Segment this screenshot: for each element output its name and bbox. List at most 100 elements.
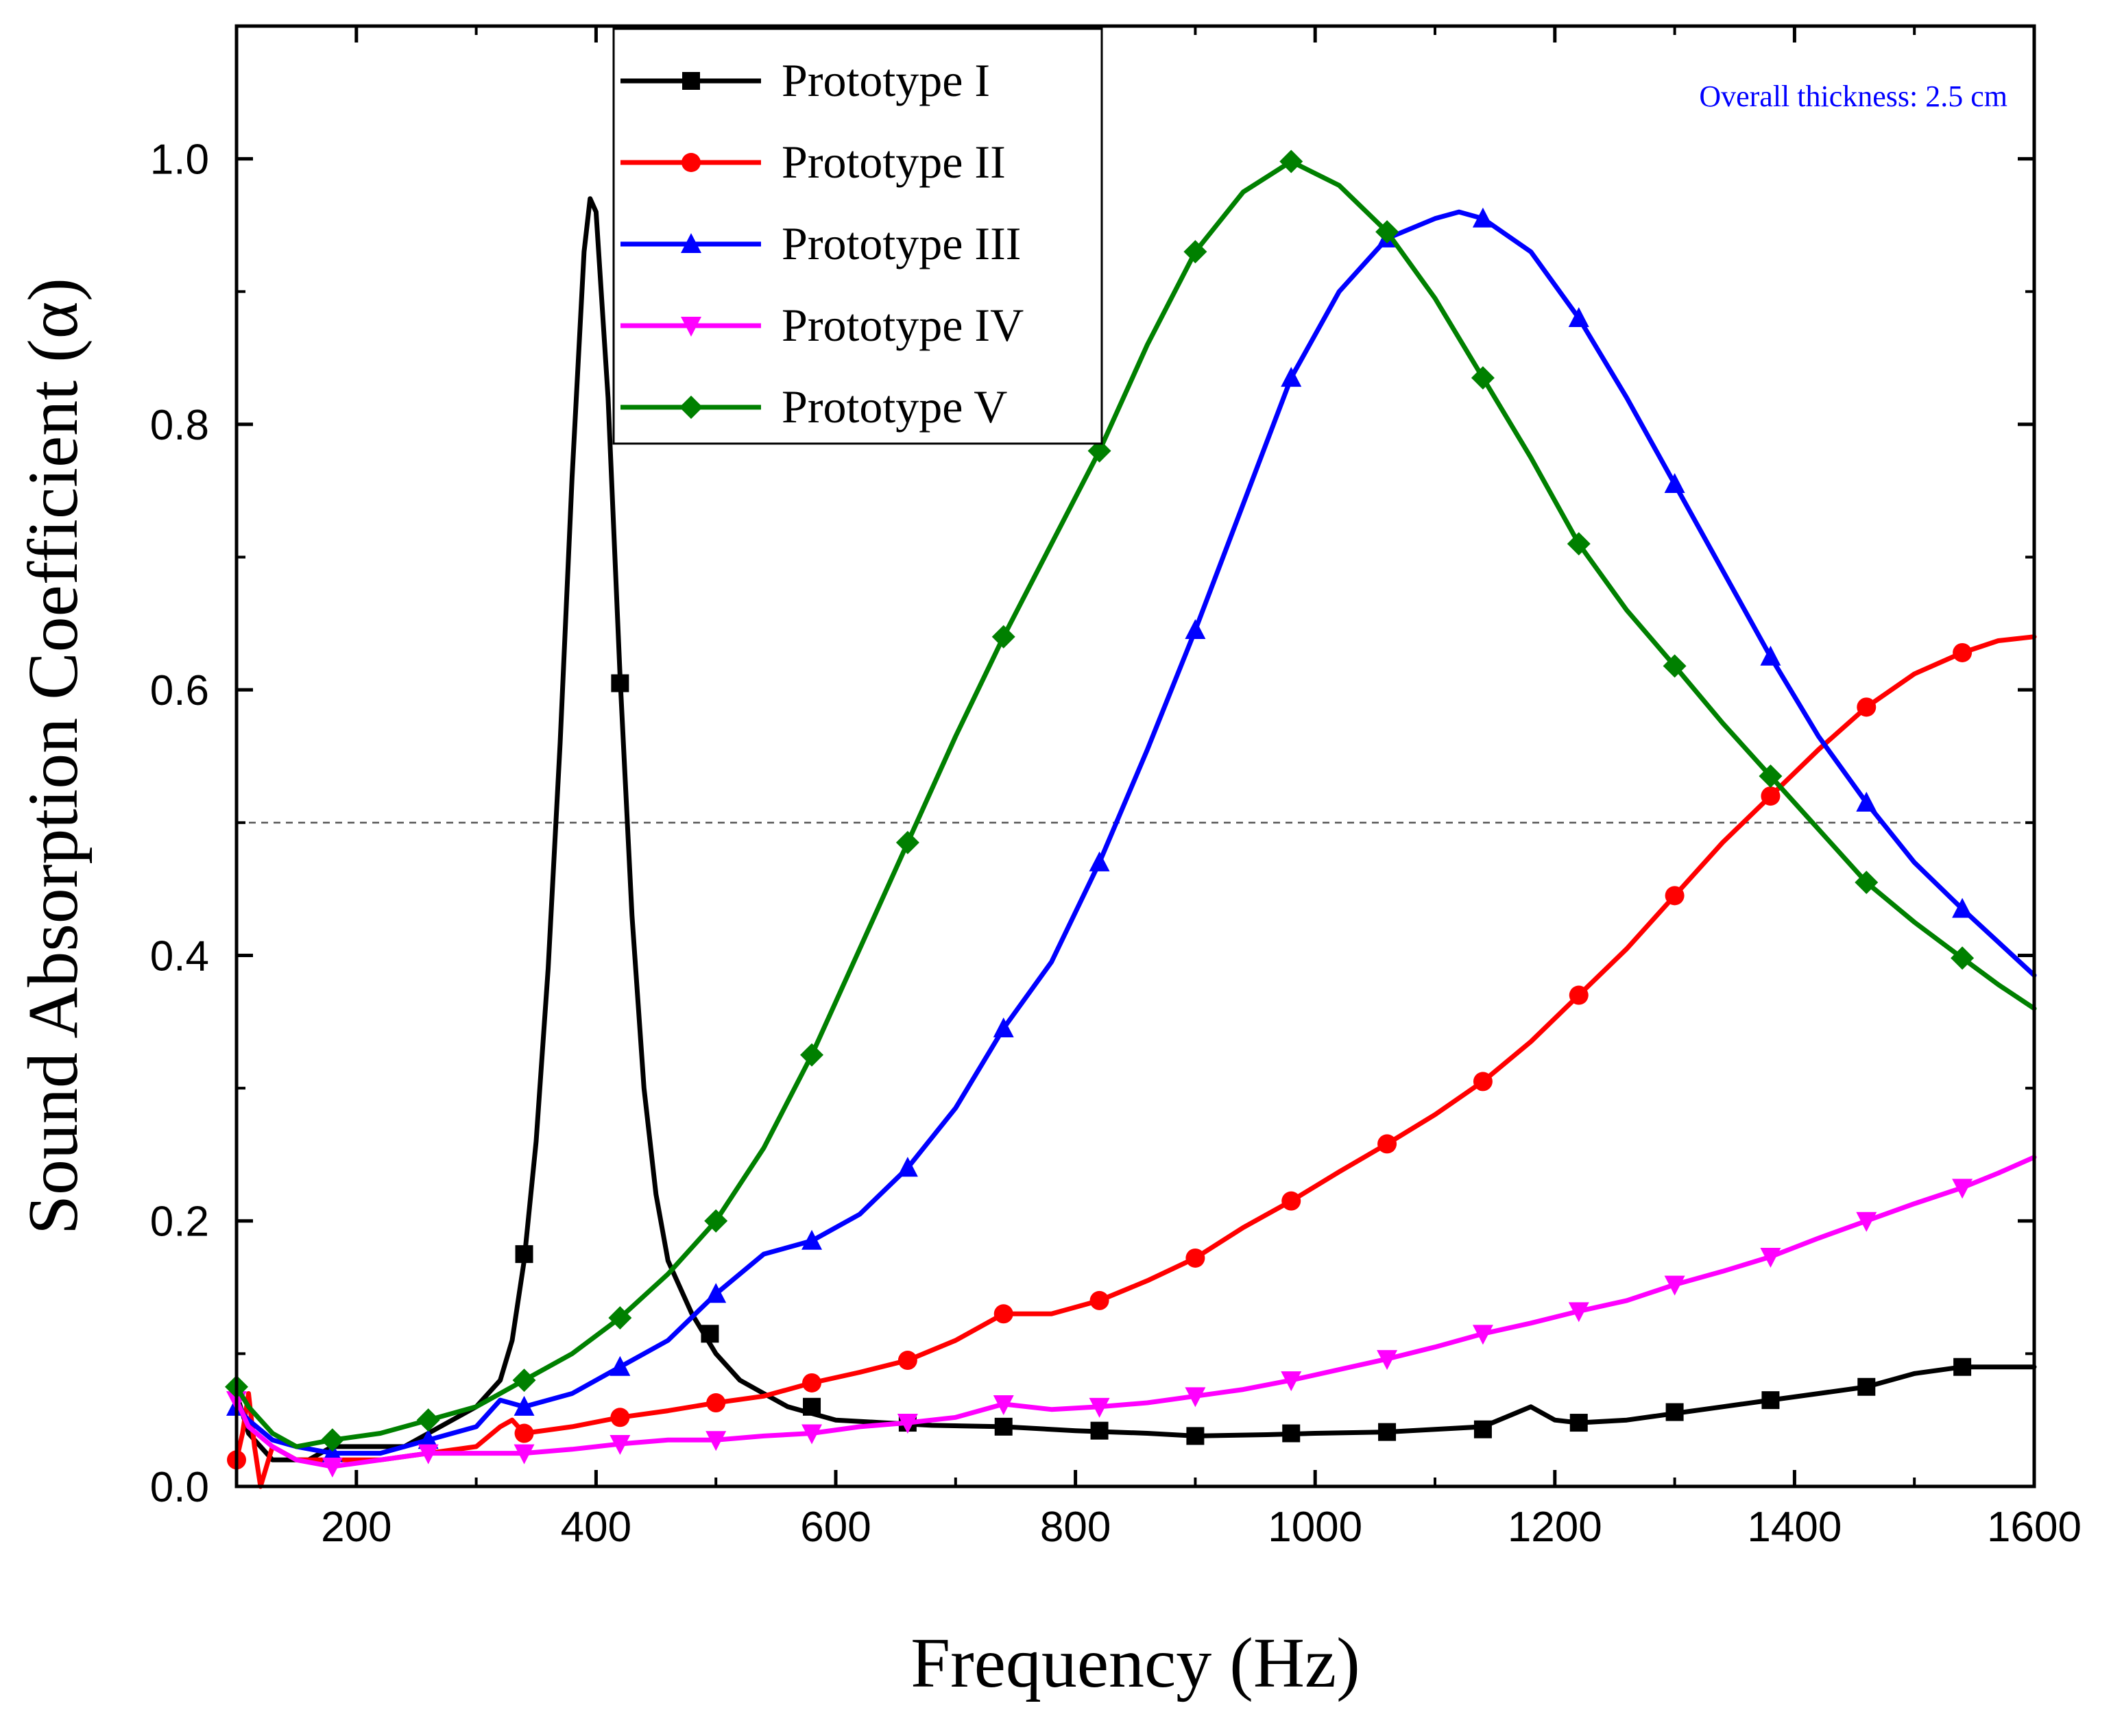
- data-point: [1089, 851, 1110, 871]
- data-point: [704, 1209, 728, 1233]
- x-tick-label: 1600: [1987, 1504, 2082, 1551]
- data-point: [895, 830, 919, 854]
- legend-label: Prototype IV: [782, 299, 1024, 351]
- data-point: [993, 1017, 1014, 1037]
- data-point: [322, 1442, 343, 1462]
- data-point: [1281, 1371, 1302, 1392]
- x-tick-label: 600: [800, 1504, 871, 1551]
- data-point: [1567, 532, 1591, 556]
- data-point: [1759, 764, 1783, 788]
- legend-box: [612, 27, 1103, 445]
- y-axis-title: Sound Absorption Coefficient (α): [14, 278, 93, 1235]
- data-point: [1569, 1414, 1588, 1432]
- series-2: [227, 634, 2037, 1489]
- data-point: [897, 1157, 918, 1177]
- legend-label: Prototype III: [782, 217, 1021, 269]
- data-point: [1377, 1350, 1398, 1371]
- data-point: [1760, 1248, 1781, 1268]
- data-point: [1663, 654, 1687, 678]
- legend-marker: [681, 153, 701, 172]
- x-tick-label: 400: [561, 1504, 631, 1551]
- data-point: [1664, 473, 1685, 494]
- data-point: [897, 1414, 918, 1434]
- legend-entry-3: Prototype III: [620, 217, 1021, 269]
- data-point: [802, 1373, 822, 1393]
- data-point: [1279, 149, 1303, 173]
- data-point: [1857, 697, 1877, 717]
- data-point: [1952, 897, 1973, 918]
- data-point: [1089, 1397, 1110, 1418]
- data-point: [993, 1304, 1013, 1324]
- thickness-annotation: Overall thickness: 2.5 cm: [1699, 80, 2007, 113]
- data-point: [1377, 1134, 1397, 1154]
- data-point: [1183, 240, 1207, 264]
- data-point: [1282, 1424, 1301, 1443]
- data-point: [1665, 886, 1685, 906]
- data-point: [1472, 1325, 1493, 1345]
- x-tick-label: 1200: [1508, 1504, 1602, 1551]
- data-point: [801, 1424, 823, 1445]
- data-point: [800, 1043, 824, 1067]
- legend-entry-4: Prototype IV: [620, 299, 1024, 351]
- data-point: [991, 625, 1015, 649]
- x-tick-label: 200: [321, 1504, 391, 1551]
- data-point: [1185, 619, 1206, 640]
- data-point: [1089, 1290, 1109, 1310]
- data-point: [1665, 1403, 1684, 1421]
- data-point: [1281, 367, 1302, 387]
- data-point: [1855, 870, 1879, 894]
- x-axis-title: Frequency (Hz): [910, 1624, 1360, 1702]
- data-point: [803, 1397, 821, 1416]
- legend-marker: [679, 396, 703, 419]
- data-point: [610, 1408, 630, 1427]
- data-point: [1375, 220, 1399, 244]
- legend-entry-5: Prototype V: [620, 381, 1007, 433]
- data-point: [1473, 1072, 1493, 1092]
- x-tick-label: 1400: [1747, 1504, 1842, 1551]
- data-point: [418, 1429, 439, 1449]
- data-point: [994, 1417, 1013, 1436]
- series-3: [226, 207, 2037, 1462]
- legend-entry-1: Prototype I: [620, 54, 990, 106]
- y-tick-label: 0.0: [150, 1464, 209, 1511]
- data-point: [1472, 207, 1493, 228]
- y-tick-label: 1.0: [150, 136, 209, 184]
- data-point: [993, 1395, 1014, 1415]
- data-point: [418, 1444, 439, 1464]
- data-point: [1569, 985, 1589, 1005]
- data-point: [1471, 366, 1495, 390]
- data-point: [801, 1229, 823, 1250]
- series-1: [234, 196, 2037, 1462]
- legend: Prototype I Prototype II Prototype III Prot…: [612, 27, 1103, 445]
- data-point: [514, 1395, 535, 1416]
- data-point: [1952, 1179, 1973, 1199]
- data-point: [1761, 1391, 1780, 1410]
- legend-marker: [681, 317, 701, 337]
- data-point: [1951, 946, 1975, 970]
- series-line: [234, 634, 2037, 1489]
- data-point: [1856, 1211, 1877, 1232]
- data-point: [705, 1431, 727, 1451]
- legend-marker: [681, 233, 701, 253]
- data-point: [610, 1435, 631, 1456]
- data-point: [610, 1355, 631, 1376]
- data-point: [512, 1369, 536, 1393]
- data-point: [1760, 645, 1781, 666]
- y-tick-label: 0.4: [150, 932, 209, 980]
- data-point: [514, 1444, 535, 1464]
- data-point: [1186, 1427, 1205, 1445]
- y-tick-label: 0.8: [150, 402, 209, 449]
- data-point: [416, 1408, 440, 1432]
- data-point: [897, 1351, 917, 1371]
- data-point: [706, 1393, 726, 1413]
- y-tick-label: 0.2: [150, 1198, 209, 1246]
- data-point: [320, 1428, 344, 1452]
- data-point: [1281, 1191, 1301, 1211]
- data-point: [1185, 1387, 1206, 1408]
- legend-marker: [682, 72, 700, 90]
- data-point: [1664, 1275, 1685, 1296]
- data-point: [1087, 439, 1111, 463]
- data-point: [515, 1245, 533, 1264]
- legend-entry-2: Prototype II: [620, 136, 1006, 188]
